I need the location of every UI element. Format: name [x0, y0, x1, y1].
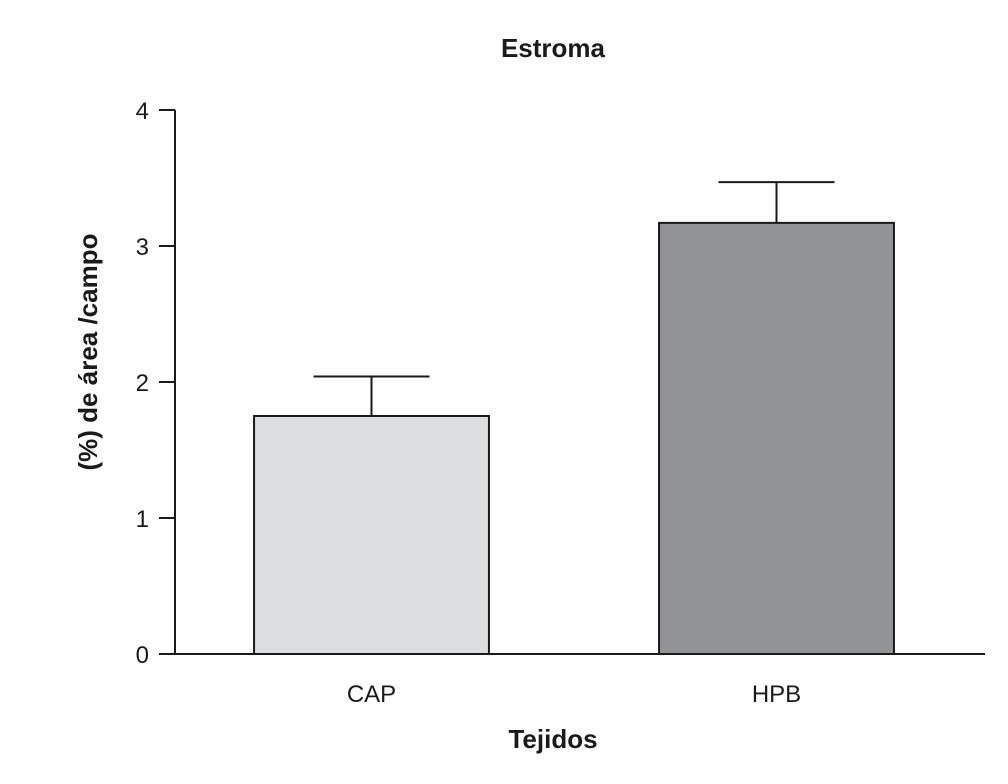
- chart-title: Estroma: [501, 33, 606, 63]
- category-label-cap: CAP: [347, 681, 396, 708]
- y-tick-label: 3: [136, 234, 149, 261]
- error-bars: [313, 181, 835, 416]
- category-label-hpb: HPB: [752, 681, 801, 708]
- y-ticks: 0 1 2 3 4: [136, 98, 175, 669]
- category-labels: CAP HPB: [347, 681, 801, 708]
- y-tick-label: 4: [136, 98, 149, 125]
- bar-cap: [253, 415, 490, 655]
- x-axis-label: Tejidos: [508, 724, 597, 754]
- bars: [253, 221, 895, 655]
- y-tick-label: 0: [136, 642, 149, 669]
- bar-hpb: [658, 221, 895, 655]
- y-tick-label: 1: [136, 506, 149, 533]
- y-axis-label: (%) de área /campo: [73, 234, 103, 471]
- y-tick-label: 2: [136, 370, 149, 397]
